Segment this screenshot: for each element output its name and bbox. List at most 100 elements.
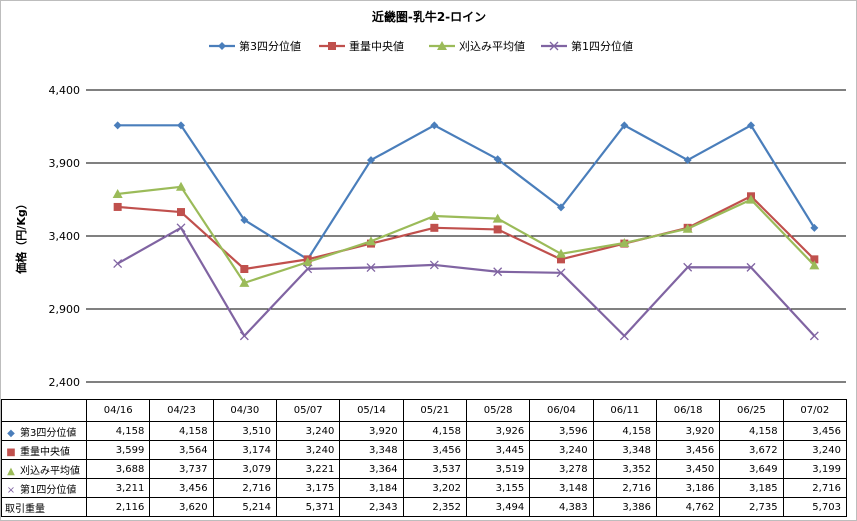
- y-tick-label: 2,400: [49, 376, 81, 389]
- data-label: 3,278: [529, 459, 594, 479]
- data-label: 3,202: [402, 478, 467, 498]
- data-label: 3,186: [655, 478, 721, 498]
- table-row: ▲ 刈込み平均値 3,688 3,737 3,079 3,221 3,364 3,537 3,5…: [1, 459, 847, 479]
- data-point-triangle: [302, 257, 313, 267]
- data-point-x: [683, 262, 693, 272]
- row-label-text: 第1四分位値: [20, 484, 77, 496]
- y-tick-label: 3,900: [49, 157, 81, 170]
- data-label: 3,155: [465, 478, 531, 498]
- data-label: 2,116: [85, 497, 151, 517]
- data-point-triangle: [437, 41, 447, 50]
- data-point-diamond: [620, 121, 629, 130]
- data-point-x-stroke: [549, 41, 559, 51]
- data-label: 3,537: [402, 459, 467, 479]
- row-label: 取引重量: [1, 497, 87, 517]
- legend-item: 刈込み平均値: [429, 40, 525, 53]
- legend-item: 第1四分位値: [541, 39, 633, 53]
- legend-label: 刈込み平均値: [459, 40, 525, 53]
- x-tick-label: 04/16: [85, 399, 151, 422]
- data-label: 2,716: [782, 478, 847, 498]
- data-label: 3,920: [655, 421, 721, 441]
- series-line: [117, 226, 816, 337]
- data-point-triangle: [809, 260, 820, 270]
- y-tick-label: 2,900: [49, 303, 81, 316]
- x-tick-label: 05/28: [465, 399, 531, 422]
- data-label: 3,148: [529, 478, 594, 498]
- table-row: ◆ 第3四分位値 4,158 4,158 3,510 3,240 3,920 4,158 3,9…: [1, 421, 847, 441]
- data-point-x: [493, 267, 503, 277]
- data-point-x: [619, 331, 629, 341]
- data-point-triangle: [492, 213, 503, 223]
- data-point-diamond: [430, 121, 439, 130]
- table-row: × 第1四分位値 3,211 3,456 2,716 3,175 3,184 3,202 3,1…: [1, 478, 847, 498]
- data-point-x-stroke: [366, 263, 376, 272]
- data-point-x-stroke: [429, 260, 439, 270]
- gridlines: [86, 89, 846, 383]
- data-point-triangle: [176, 181, 186, 191]
- legend-label: 第3四分位値: [239, 39, 301, 53]
- data-label: 3,386: [592, 497, 657, 517]
- data-label: 5,214: [212, 497, 277, 517]
- y-axis-title: 価格（円/Kg）: [14, 198, 28, 274]
- data-label: 3,494: [465, 497, 531, 517]
- data-point-triangle: [112, 188, 123, 198]
- data-label: 3,199: [782, 459, 847, 479]
- data-point-square: [493, 225, 502, 234]
- data-label: 3,240: [782, 440, 847, 460]
- data-label: 3,185: [719, 478, 784, 498]
- data-point-triangle: [682, 223, 693, 233]
- data-point-x-stroke: [113, 259, 123, 269]
- data-point-diamond: [113, 121, 122, 130]
- row-label-text: 第3四分位値: [20, 427, 77, 439]
- data-label: 4,383: [529, 497, 594, 517]
- data-label: 3,221: [275, 459, 341, 479]
- data-label: 2,716: [212, 478, 277, 498]
- data-label: 3,211: [85, 478, 151, 498]
- data-label: 2,343: [339, 497, 404, 517]
- data-point-diamond: [218, 42, 226, 50]
- data-point-diamond: [557, 203, 565, 212]
- legend-label: 第1四分位値: [571, 39, 633, 53]
- data-label: 3,456: [782, 421, 847, 441]
- row-label-text: 刈込み平均値: [20, 465, 80, 477]
- data-point-diamond: [747, 121, 755, 130]
- row-label: × 第1四分位値: [1, 478, 87, 498]
- data-point-x-stroke: [683, 262, 693, 272]
- x-tick-label: 07/02: [782, 399, 847, 422]
- data-label: 4,158: [402, 421, 467, 441]
- data-label: 4,158: [149, 421, 214, 441]
- data-label: 2,716: [592, 478, 657, 498]
- legend-item: 第3四分位値: [209, 39, 301, 53]
- data-point-x-stroke: [619, 331, 629, 341]
- data-label: 3,240: [275, 421, 341, 441]
- series-layer: [112, 121, 820, 341]
- data-point-diamond: [177, 121, 185, 130]
- legend-item: 重量中央値: [319, 39, 404, 53]
- x-tick-label: 06/18: [655, 399, 721, 422]
- data-label: 3,688: [85, 459, 151, 479]
- y-tick-label: 3,400: [49, 230, 81, 243]
- data-label: 4,158: [85, 421, 151, 441]
- series-2: [113, 192, 819, 273]
- data-point-square: [557, 255, 565, 264]
- row-label-text: 重量中央値: [20, 446, 70, 458]
- data-point-triangle: [556, 248, 566, 258]
- data-label: 3,599: [85, 440, 151, 460]
- data-label: 3,184: [339, 478, 404, 498]
- data-point-triangle: [746, 194, 756, 204]
- data-label: 3,510: [212, 421, 277, 441]
- data-point-square: [240, 264, 249, 273]
- x-tick-label: 06/25: [719, 399, 784, 422]
- data-point-x: [746, 262, 756, 272]
- data-point-square: [113, 202, 122, 211]
- data-point-x: [809, 331, 819, 341]
- x-tick-label: 06/04: [529, 399, 594, 422]
- data-point-x: [366, 263, 376, 272]
- chart-title: 近畿圏-乳牛2-ロイン: [372, 9, 486, 24]
- data-point-x: [239, 331, 249, 341]
- series-4: [113, 223, 819, 341]
- data-label: 3,456: [149, 478, 214, 498]
- data-point-diamond: [493, 155, 502, 164]
- data-label: 3,456: [655, 440, 721, 460]
- x-tick-label: 05/21: [402, 399, 467, 422]
